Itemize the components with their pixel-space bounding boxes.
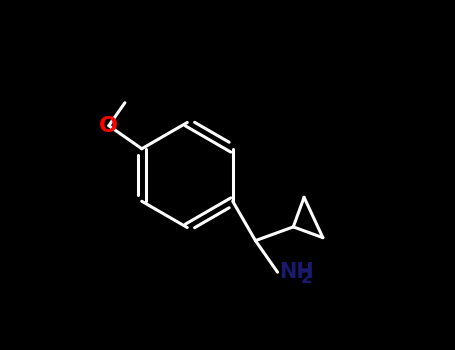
- Text: O: O: [99, 116, 118, 136]
- Text: NH: NH: [279, 262, 314, 282]
- Text: 2: 2: [300, 270, 312, 287]
